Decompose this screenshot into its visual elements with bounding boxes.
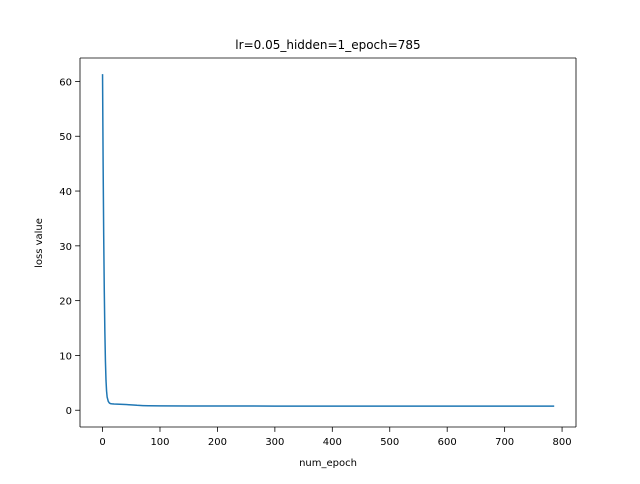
series-line-1: [101, 74, 555, 407]
y-axis-label: loss value: [34, 218, 45, 268]
plot-background: [80, 58, 576, 427]
x-tick-label: 0: [99, 437, 105, 448]
axes: [79, 57, 577, 428]
x-tick-label: 300: [265, 437, 284, 448]
y-tick-label: 40: [59, 187, 72, 198]
ticks: 0 100 200 300 400 500 600 700 800 0 10 20 30 40 50 60: [59, 77, 571, 448]
series-layer: [101, 74, 555, 407]
y-tick-label: 30: [59, 242, 72, 253]
x-tick-label: 200: [208, 437, 227, 448]
y-tick-label: 60: [59, 77, 72, 88]
y-tick-label: 10: [59, 351, 72, 362]
x-axis-label: num_epoch: [299, 458, 357, 469]
x-tick-label: 100: [150, 437, 169, 448]
x-tick-label: 800: [553, 437, 572, 448]
plot-area: [80, 58, 576, 427]
y-tick-label: 20: [59, 297, 72, 308]
y-tick-label: 50: [59, 132, 72, 143]
x-tick-label: 700: [495, 437, 514, 448]
x-tick-label: 500: [380, 437, 399, 448]
y-tick-label: 0: [66, 406, 72, 417]
x-tick-label: 600: [438, 437, 457, 448]
x-tick-label: 400: [323, 437, 342, 448]
chart-title: lr=0.05_hidden=1_epoch=785: [235, 38, 420, 52]
